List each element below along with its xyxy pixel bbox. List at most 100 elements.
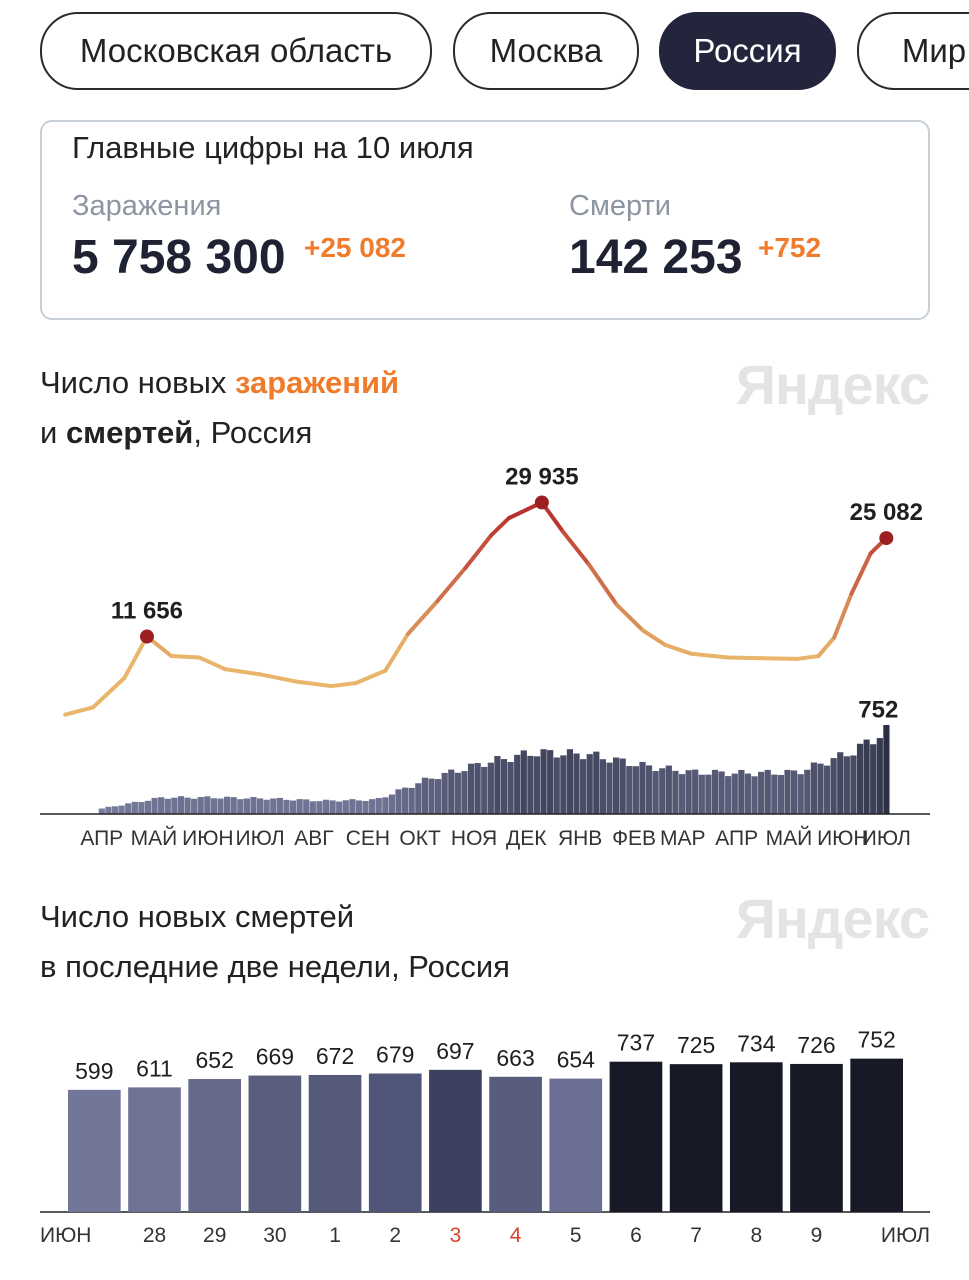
deaths-bar: [487, 762, 494, 814]
deaths-bar: [461, 771, 468, 814]
deaths-bar: [217, 798, 224, 814]
deaths-bar: [883, 725, 890, 814]
bar-value-label: 737: [617, 1030, 655, 1056]
bar-value-label: 679: [376, 1042, 414, 1068]
x-tick-label: СЕН: [346, 827, 390, 850]
deaths-bar: [678, 774, 686, 814]
deaths-bar: [751, 776, 758, 814]
peak-label: 29 935: [505, 463, 578, 490]
cases-segment: [489, 516, 511, 537]
deaths-bar: [619, 758, 626, 814]
cases-segment: [849, 551, 873, 596]
x-tick-label: 29: [203, 1224, 226, 1247]
infections-value: 5 758 300: [72, 231, 286, 284]
chart2-title-line1: Число новых смертей: [40, 899, 355, 934]
cases-segment: [726, 655, 765, 661]
tab-moscow[interactable]: Москва: [453, 12, 639, 90]
deaths-bar: [843, 756, 850, 814]
deaths-bar: [309, 801, 316, 814]
deaths-bar: [177, 796, 185, 814]
x-tick-label: 5: [570, 1224, 582, 1247]
deaths-bar: [369, 799, 376, 814]
deaths-bar: [837, 752, 844, 814]
deaths-bar: [191, 798, 198, 814]
x-tick-label: ИЮН: [182, 827, 233, 850]
deaths-bar: [876, 738, 883, 814]
deaths-bar: [164, 798, 171, 814]
deaths-bar: [105, 806, 112, 814]
tab-russia[interactable]: Россия: [659, 12, 836, 90]
deaths-bar: [303, 799, 310, 814]
deaths-bar: [665, 765, 672, 814]
x-tick-label: 8: [750, 1224, 762, 1247]
x-tick-label: ФЕВ: [612, 827, 656, 850]
deaths-bar: [850, 755, 857, 814]
deaths-bar: [593, 751, 600, 814]
x-tick-label: 3: [450, 1224, 462, 1247]
x-tick-label: 1: [329, 1224, 341, 1247]
deaths-bar: [237, 799, 244, 814]
deaths-bar: [547, 750, 554, 814]
x-tick-label: ИЮЛ: [881, 1224, 930, 1247]
cases-segment: [91, 676, 127, 710]
deaths-bar: [111, 806, 119, 814]
deaths-bar: [474, 763, 481, 814]
deaths-bar: [758, 771, 765, 814]
peak-dot: [139, 629, 154, 644]
cases-segment: [122, 634, 149, 680]
chart1-title-suffix: , Россия: [193, 415, 313, 450]
deaths-bar: [276, 797, 283, 814]
x-tick-label: АПР: [80, 827, 123, 850]
deaths-bar: [434, 779, 442, 814]
deaths-bar: [632, 766, 639, 814]
deaths-bar: [355, 800, 363, 814]
deaths-bar: [698, 774, 705, 814]
deaths-bar: [395, 789, 402, 814]
cases-segment: [405, 599, 440, 636]
cases-segment: [560, 529, 591, 567]
chart1-title: Число новых заражений и смертей, Россия: [40, 358, 399, 458]
deaths-bar: [144, 800, 152, 814]
deaths-bar: [817, 763, 824, 814]
deaths-bar: [586, 754, 593, 814]
chart1-title-accent: заражений: [235, 365, 400, 400]
tab-moscow-region[interactable]: Московская область: [40, 12, 432, 90]
deaths-bar: [362, 800, 369, 814]
tab-world[interactable]: Мир: [857, 12, 969, 90]
deaths-bar: [184, 797, 191, 814]
deaths-bar: [118, 805, 125, 814]
bar-value-label: 663: [496, 1045, 534, 1071]
peak-label: 25 082: [850, 499, 923, 526]
deaths-bar: [243, 798, 250, 814]
deaths-bar: [263, 799, 270, 814]
x-tick-label: 2: [389, 1224, 401, 1247]
cases-segment: [353, 668, 388, 686]
deaths-bar: [731, 773, 738, 814]
cases-segment: [463, 533, 494, 570]
bar-value-label: 672: [316, 1043, 354, 1069]
deaths-bar: [507, 762, 514, 814]
deaths-bar: [151, 797, 158, 814]
death-bar: [128, 1087, 181, 1212]
x-tick-label: ИЮЛ: [235, 827, 284, 850]
deaths-bar: [540, 749, 547, 814]
deaths-bar: [514, 754, 521, 814]
cases-segment: [258, 672, 299, 684]
deaths-bar: [454, 772, 461, 814]
deaths-bar: [810, 762, 817, 814]
chart1-title-line2-prefix: и: [40, 415, 66, 450]
deaths-bar: [639, 761, 646, 814]
region-tabs: Московская область Москва Россия Мир: [40, 12, 969, 90]
x-tick-label: 6: [630, 1224, 642, 1247]
deaths-label: Смерти: [569, 190, 671, 222]
cases-line: [63, 500, 889, 717]
deaths-bar: [791, 770, 798, 814]
bar-value-label: 697: [436, 1038, 474, 1064]
deaths-bar: [322, 799, 330, 814]
x-tick-label: ИЮН: [40, 1224, 91, 1247]
deaths-bars: [98, 725, 890, 814]
cases-segment: [223, 667, 263, 677]
infections-delta: +25 082: [304, 232, 406, 263]
deaths-bar: [659, 768, 666, 814]
